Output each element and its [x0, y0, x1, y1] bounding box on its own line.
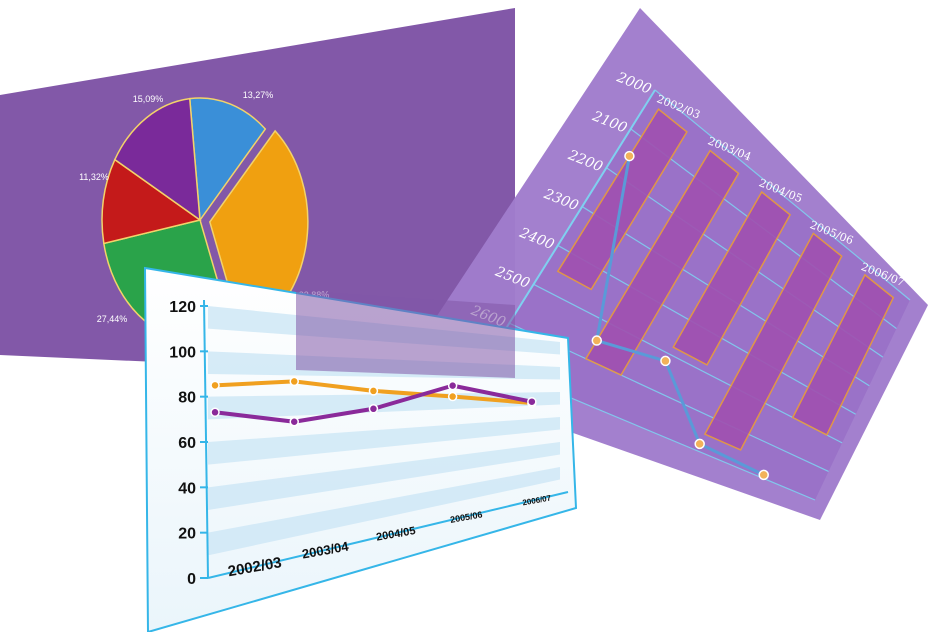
line-point [368, 386, 379, 396]
pie-slice-label: 13,27% [243, 90, 274, 100]
bar-gridline [654, 89, 911, 301]
bar [703, 232, 843, 451]
pie-slice-label: 11,32% [79, 172, 109, 182]
pie-slice [188, 97, 267, 223]
line-point [368, 404, 379, 414]
line-y-ticks: 0 20 40 60 80 100 120 [169, 299, 208, 588]
bar-overlay-point [660, 355, 671, 367]
overlap-tint [296, 290, 515, 378]
line-y-tick-label: 120 [169, 299, 196, 316]
bar [584, 149, 740, 377]
line-band [208, 417, 560, 465]
line-y-tick-label: 60 [178, 435, 196, 452]
line-point [447, 391, 458, 402]
bar [791, 273, 895, 436]
pie-slice [113, 97, 201, 222]
line-point [527, 396, 537, 407]
line-point [289, 417, 299, 427]
bar-overlay-point [591, 335, 603, 346]
line-point [210, 380, 220, 391]
line-y-tick-label: 20 [178, 526, 196, 543]
line-band [208, 467, 560, 556]
line-point [210, 407, 220, 418]
line-y-tick-label: 0 [187, 571, 196, 588]
line-series [210, 376, 537, 427]
line-point [447, 380, 458, 391]
pie-slice [101, 158, 202, 245]
pie-slice-label: 27,44% [97, 314, 128, 324]
bar [672, 190, 792, 366]
line-band [208, 442, 560, 510]
bar-overlay-line [591, 150, 769, 481]
bar-overlay-point [758, 469, 769, 481]
pie-slice-label: 15,09% [133, 94, 164, 104]
line-y-tick-label: 80 [178, 390, 196, 407]
line-y-tick-label: 40 [178, 480, 196, 497]
line-point [289, 376, 299, 387]
bar-overlay-point [694, 438, 705, 450]
bar-gridline [533, 283, 843, 444]
line-x-axis [207, 491, 569, 579]
bar-overlay-point [624, 150, 635, 162]
line-y-tick-label: 100 [169, 344, 196, 361]
